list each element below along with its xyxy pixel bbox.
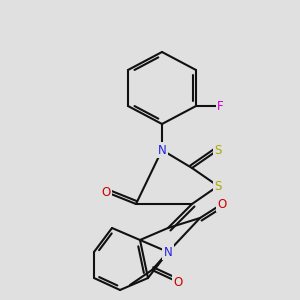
Text: S: S: [214, 179, 222, 193]
Text: O: O: [173, 275, 183, 289]
Text: O: O: [218, 197, 226, 211]
Text: O: O: [101, 185, 111, 199]
Text: F: F: [217, 100, 223, 112]
Text: N: N: [164, 245, 172, 259]
Text: S: S: [214, 143, 222, 157]
Text: N: N: [158, 143, 166, 157]
